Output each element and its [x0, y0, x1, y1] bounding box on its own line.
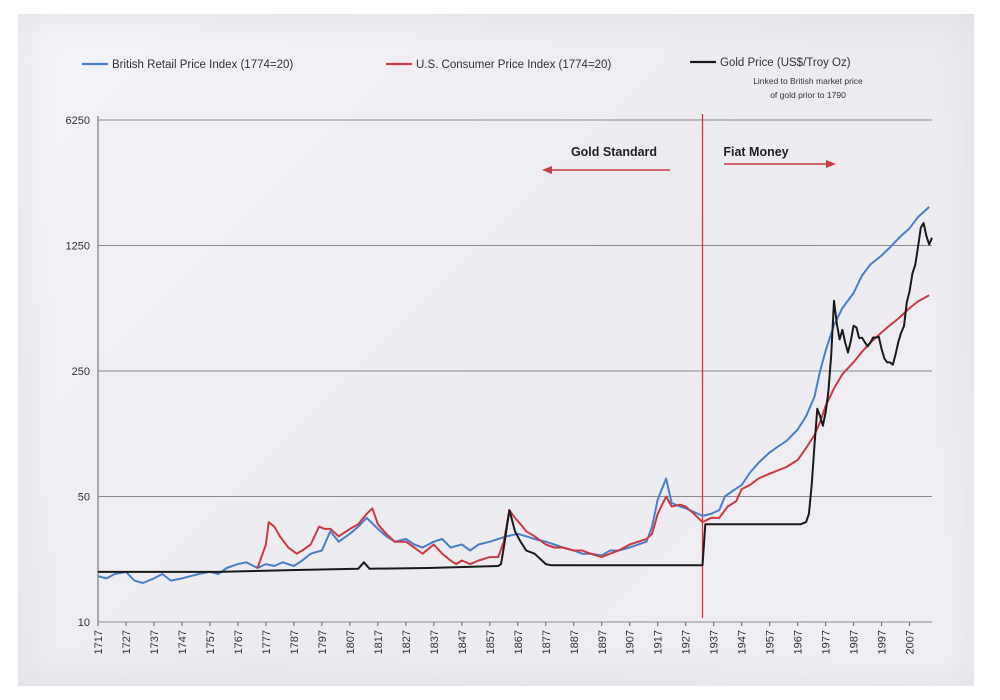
- x-tick-label: 1797: [317, 630, 329, 654]
- x-axis-ticks: 1717 1727 1737 1747 1757 1767 1777 1787 1797 1807…: [93, 622, 917, 654]
- legend-label-gold: Gold Price (US$/Troy Oz): [720, 57, 851, 69]
- x-tick-label: 1977: [821, 630, 833, 654]
- y-tick-label: 10: [78, 617, 90, 629]
- legend-label-us: U.S. Consumer Price Index (1774=20): [416, 59, 611, 71]
- legend-note-line-2: of gold prior to 1790: [770, 90, 846, 100]
- x-tick-label: 1987: [849, 630, 861, 654]
- fiat-money-label: Fiat Money: [723, 145, 788, 159]
- y-axis-ticks: 6250 1250 250 50 10: [66, 115, 90, 629]
- x-tick-label: 1777: [261, 630, 273, 654]
- fiat-money-arrowhead: [826, 160, 836, 168]
- gold-standard-label: Gold Standard: [571, 145, 657, 159]
- x-tick-label: 1897: [597, 630, 609, 654]
- x-tick-label: 1867: [513, 630, 525, 654]
- us-cpi-line: [256, 294, 930, 569]
- y-tick-label: 250: [72, 366, 90, 378]
- regime-annotations: Gold Standard Fiat Money: [542, 145, 836, 174]
- x-tick-label: 1827: [401, 630, 413, 654]
- x-tick-label: 1747: [177, 630, 189, 654]
- x-tick-label: 1887: [569, 630, 581, 654]
- x-tick-label: 1767: [233, 630, 245, 654]
- legend-label-british: British Retail Price Index (1774=20): [112, 59, 293, 71]
- x-tick-label: 2007: [905, 630, 917, 654]
- legend: British Retail Price Index (1774=20) U.S…: [82, 57, 863, 100]
- x-tick-label: 1807: [345, 630, 357, 654]
- y-tick-label: 1250: [66, 241, 90, 253]
- x-tick-label: 1937: [709, 630, 721, 654]
- x-tick-label: 1997: [877, 630, 889, 654]
- x-tick-label: 1907: [625, 630, 637, 654]
- gridlines: [97, 116, 932, 623]
- x-tick-label: 1757: [205, 630, 217, 654]
- x-tick-label: 1877: [541, 630, 553, 654]
- x-tick-label: 1837: [429, 630, 441, 654]
- british-price-index-line: [97, 206, 930, 584]
- x-tick-label: 1857: [485, 630, 497, 654]
- x-tick-label: 1727: [121, 630, 133, 654]
- legend-note-line-1: Linked to British market price: [753, 76, 863, 86]
- gold-standard-arrowhead: [542, 166, 552, 174]
- x-tick-label: 1737: [149, 630, 161, 654]
- y-tick-label: 50: [78, 492, 90, 504]
- x-tick-label: 1847: [457, 630, 469, 654]
- series-lines: [97, 206, 933, 584]
- x-tick-label: 1817: [373, 630, 385, 654]
- x-tick-label: 1787: [289, 630, 301, 654]
- gold-price-line: [98, 222, 933, 573]
- x-tick-label: 1927: [681, 630, 693, 654]
- x-tick-label: 1957: [765, 630, 777, 654]
- x-tick-label: 1967: [793, 630, 805, 654]
- y-tick-label: 6250: [66, 115, 90, 127]
- x-tick-label: 1947: [737, 630, 749, 654]
- x-tick-label: 1717: [93, 630, 105, 654]
- x-tick-label: 1917: [653, 630, 665, 654]
- chart-photo-background: [18, 14, 974, 686]
